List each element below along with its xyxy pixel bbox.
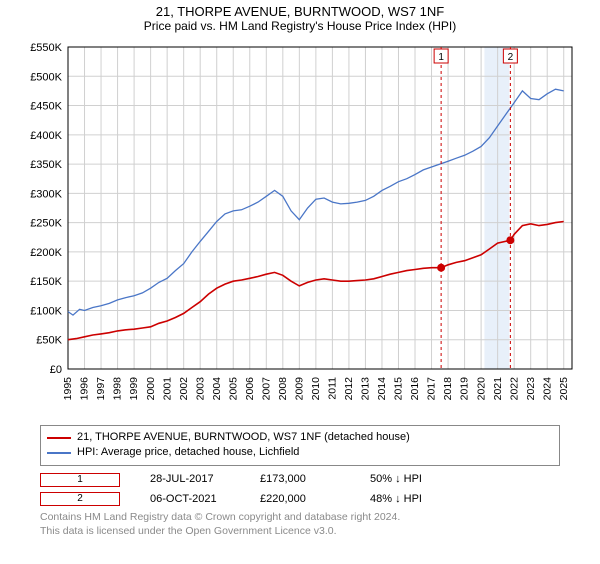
svg-text:1999: 1999 xyxy=(128,377,140,401)
svg-text:2012: 2012 xyxy=(343,377,355,401)
legend-swatch xyxy=(47,437,71,439)
svg-text:2015: 2015 xyxy=(393,377,405,401)
sales-price: £220,000 xyxy=(260,490,340,510)
svg-text:£550K: £550K xyxy=(30,42,62,54)
sales-marker-box: 1 xyxy=(40,473,120,487)
svg-text:1997: 1997 xyxy=(95,377,107,401)
svg-text:2014: 2014 xyxy=(376,377,388,401)
sales-row: 2 06-OCT-2021 £220,000 48% ↓ HPI xyxy=(40,490,560,510)
sales-table: 1 28-JUL-2017 £173,000 50% ↓ HPI 2 06-OCT-202… xyxy=(40,470,560,510)
svg-text:2010: 2010 xyxy=(310,377,322,401)
svg-text:2025: 2025 xyxy=(558,377,570,401)
sales-delta: 48% ↓ HPI xyxy=(370,490,450,510)
svg-text:2004: 2004 xyxy=(211,377,223,401)
legend-item: HPI: Average price, detached house, Lich… xyxy=(47,445,553,460)
svg-text:£0: £0 xyxy=(50,364,62,376)
legend-swatch xyxy=(47,452,71,454)
page-subtitle: Price paid vs. HM Land Registry's House … xyxy=(0,19,600,33)
line-chart-svg: £0 £50K £100K £150K £200K £250K £300K £350K £400… xyxy=(20,39,580,419)
svg-text:2018: 2018 xyxy=(442,377,454,401)
attribution-text: Contains HM Land Registry data © Crown c… xyxy=(40,511,560,538)
sales-delta: 50% ↓ HPI xyxy=(370,470,450,490)
legend-label: HPI: Average price, detached house, Lich… xyxy=(77,445,299,460)
svg-text:£300K: £300K xyxy=(30,188,62,200)
attribution-line2: This data is licensed under the Open Gov… xyxy=(40,525,560,539)
sales-price: £173,000 xyxy=(260,470,340,490)
chart-area: £0 £50K £100K £150K £200K £250K £300K £350K £400… xyxy=(20,39,580,419)
sales-row: 1 28-JUL-2017 £173,000 50% ↓ HPI xyxy=(40,470,560,490)
svg-text:£100K: £100K xyxy=(30,305,62,317)
svg-text:2007: 2007 xyxy=(260,377,272,401)
legend-label: 21, THORPE AVENUE, BURNTWOOD, WS7 1NF (d… xyxy=(77,430,410,445)
svg-text:2022: 2022 xyxy=(508,377,520,401)
svg-text:£150K: £150K xyxy=(30,276,62,288)
svg-text:2023: 2023 xyxy=(525,377,537,401)
svg-text:1: 1 xyxy=(438,52,444,63)
legend-box: 21, THORPE AVENUE, BURNTWOOD, WS7 1NF (d… xyxy=(40,425,560,466)
svg-text:2009: 2009 xyxy=(293,377,305,401)
svg-text:1995: 1995 xyxy=(62,377,74,401)
sales-date: 06-OCT-2021 xyxy=(150,490,230,510)
svg-text:£200K: £200K xyxy=(30,247,62,259)
svg-text:2001: 2001 xyxy=(161,377,173,401)
svg-text:£500K: £500K xyxy=(30,71,62,83)
svg-text:£250K: £250K xyxy=(30,218,62,230)
svg-text:£450K: £450K xyxy=(30,101,62,113)
svg-text:2011: 2011 xyxy=(327,377,339,400)
svg-text:2008: 2008 xyxy=(277,377,289,401)
svg-text:2005: 2005 xyxy=(227,377,239,401)
svg-text:£350K: £350K xyxy=(30,159,62,171)
svg-text:2: 2 xyxy=(508,52,514,63)
svg-text:£50K: £50K xyxy=(36,335,62,347)
svg-text:2003: 2003 xyxy=(194,377,206,401)
attribution-line1: Contains HM Land Registry data © Crown c… xyxy=(40,511,560,525)
svg-text:2002: 2002 xyxy=(178,377,190,401)
svg-text:2024: 2024 xyxy=(541,377,553,401)
page-title: 21, THORPE AVENUE, BURNTWOOD, WS7 1NF xyxy=(0,4,600,19)
svg-text:£400K: £400K xyxy=(30,130,62,142)
svg-text:2016: 2016 xyxy=(409,377,421,401)
svg-text:2021: 2021 xyxy=(492,377,504,401)
legend-item: 21, THORPE AVENUE, BURNTWOOD, WS7 1NF (d… xyxy=(47,430,553,445)
svg-text:1996: 1996 xyxy=(79,377,91,401)
sales-marker-box: 2 xyxy=(40,492,120,506)
svg-text:2000: 2000 xyxy=(145,377,157,401)
svg-text:2020: 2020 xyxy=(475,377,487,401)
svg-text:2006: 2006 xyxy=(244,377,256,401)
svg-text:2017: 2017 xyxy=(426,377,438,401)
svg-text:2019: 2019 xyxy=(459,377,471,401)
svg-text:1998: 1998 xyxy=(112,377,124,401)
svg-text:2013: 2013 xyxy=(360,377,372,401)
sales-date: 28-JUL-2017 xyxy=(150,470,230,490)
